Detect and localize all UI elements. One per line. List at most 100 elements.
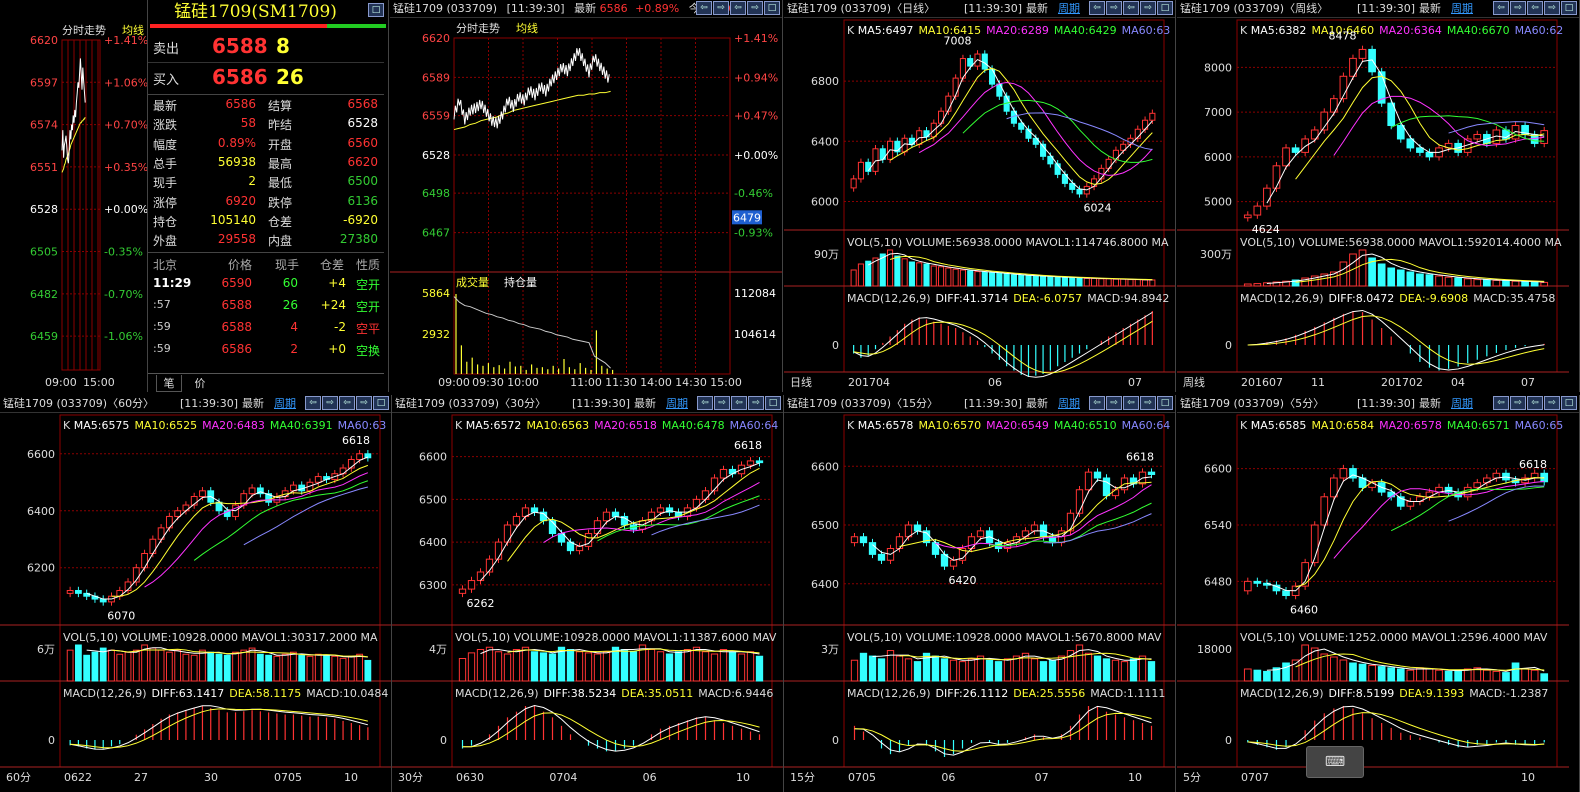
restore-icon[interactable]: □ xyxy=(1157,396,1173,410)
volume-bar xyxy=(692,646,701,682)
vol-y-label: 300万 xyxy=(1200,248,1232,261)
candle-body xyxy=(248,487,256,495)
candle-body xyxy=(719,468,728,479)
volume-bar xyxy=(298,654,306,682)
vol-legend: VOL(5,10) VOLUME:10928.0000 MAVOL1:30317… xyxy=(63,631,378,644)
kline-x-label: 0707 xyxy=(1241,771,1269,784)
period-link[interactable]: 周期 xyxy=(1451,2,1473,15)
volume-bar xyxy=(174,649,182,682)
prev-page-icon[interactable]: ⇦ xyxy=(1123,396,1139,410)
volume-bar xyxy=(683,649,692,682)
kline-title: 锰硅1709 (033709)〈日线〉 xyxy=(787,2,936,15)
candle-body xyxy=(1147,471,1156,475)
prev-icon[interactable]: ⇦ xyxy=(1089,396,1105,410)
volume-bar xyxy=(232,651,239,682)
tab-ticks[interactable]: 笔 xyxy=(156,375,182,392)
keyboard-icon[interactable]: ⌨ xyxy=(1306,746,1364,778)
candle-body xyxy=(976,530,985,538)
stat-value: 6568 xyxy=(347,97,378,111)
mini-pct-label: -1.06% xyxy=(104,330,143,343)
ma-line xyxy=(1390,115,1545,142)
prev-icon[interactable]: ⇦ xyxy=(696,1,712,15)
stat-label: 现手 xyxy=(153,176,178,191)
restore-icon[interactable]: □ xyxy=(368,3,384,17)
volume-bar xyxy=(1012,655,1021,682)
candle-body xyxy=(1473,133,1482,140)
prev-page-icon[interactable]: ⇦ xyxy=(1527,1,1543,15)
volume-bar xyxy=(1040,275,1047,287)
next-icon[interactable]: ⇨ xyxy=(1510,1,1526,15)
next-page-icon[interactable]: ⇨ xyxy=(748,396,764,410)
period-link[interactable]: 周期 xyxy=(1058,397,1080,410)
next-page-icon[interactable]: ⇨ xyxy=(356,396,372,410)
prev-icon[interactable]: ⇦ xyxy=(1493,1,1509,15)
restore-icon[interactable]: □ xyxy=(1157,1,1173,15)
intraday-x-label: 11:00 xyxy=(570,376,602,389)
stat-value: 2 xyxy=(248,174,256,189)
prev-icon[interactable]: ⇦ xyxy=(1089,1,1105,15)
next-icon[interactable]: ⇨ xyxy=(1106,1,1122,15)
kline-chart: K MA5:6572 MA10:6563 MA20:6518 MA40:6478 MA6… xyxy=(392,414,783,784)
prev-icon[interactable]: ⇦ xyxy=(1493,396,1509,410)
restore-icon[interactable]: □ xyxy=(765,396,781,410)
prev-page-icon[interactable]: ⇦ xyxy=(339,396,355,410)
open-interest-label: 持仓量 xyxy=(504,275,537,289)
restore-icon[interactable]: □ xyxy=(1561,396,1577,410)
period-link[interactable]: 周期 xyxy=(1451,397,1473,410)
ma-label: MA20:6549 xyxy=(986,419,1049,432)
period-link[interactable]: 周期 xyxy=(666,397,688,410)
volume-bar xyxy=(314,653,322,682)
next-page-icon[interactable]: ⇨ xyxy=(1140,396,1156,410)
ma-line xyxy=(597,495,760,542)
prev-page-icon[interactable]: ⇦ xyxy=(731,396,747,410)
kline-x-label: 201607 xyxy=(1241,376,1283,389)
next-icon[interactable]: ⇨ xyxy=(714,396,730,410)
next-icon[interactable]: ⇨ xyxy=(322,396,338,410)
volume-bar xyxy=(923,263,930,287)
kline-x-label: 10 xyxy=(1128,771,1142,784)
intraday-time: [11:39:30] xyxy=(506,2,565,15)
candle-body xyxy=(1387,102,1396,127)
prev-page-icon[interactable]: ⇦ xyxy=(730,1,746,15)
vol-y-label: 5864 xyxy=(422,287,450,300)
candle-body xyxy=(865,161,872,172)
volume-bar xyxy=(916,262,923,287)
tick-oi-change: -2 xyxy=(334,320,346,334)
candle-body xyxy=(656,507,665,513)
restore-icon[interactable]: □ xyxy=(373,396,389,410)
period-link[interactable]: 周期 xyxy=(1058,2,1080,15)
candle-body xyxy=(467,580,476,590)
kline-window-buttons: ⇦ ⇨ ⇦ ⇨ □ xyxy=(1089,396,1173,410)
restore-icon[interactable]: □ xyxy=(1561,1,1577,15)
k-label: K xyxy=(455,419,466,432)
next-icon[interactable]: ⇨ xyxy=(713,1,729,15)
intraday-latest-label: 最新 xyxy=(574,2,597,15)
candle-body xyxy=(1301,138,1310,153)
next-icon[interactable]: ⇨ xyxy=(1106,396,1122,410)
stats-row: 持仓 105140 仓差 -6920 xyxy=(148,211,384,229)
volume-bar xyxy=(190,654,198,682)
prev-page-icon[interactable]: ⇦ xyxy=(1123,1,1139,15)
kline-panel: 锰硅1709 (033709)〈15分〉 [11:39:30] 最新 周期 ⇦ ⇨ ⇦ ⇨ □ K… xyxy=(784,395,1176,792)
prev-page-icon[interactable]: ⇦ xyxy=(1527,396,1543,410)
period-label: 5分 xyxy=(1183,771,1201,784)
restore-icon[interactable]: □ xyxy=(764,1,780,15)
next-page-icon[interactable]: ⇨ xyxy=(1544,396,1560,410)
tick-volume: 4 xyxy=(290,320,298,334)
prev-icon[interactable]: ⇦ xyxy=(697,396,713,410)
tab-prices[interactable]: 价 xyxy=(194,377,206,390)
kline-latest-label: 最新 xyxy=(1419,397,1441,410)
stat-label: 最新 xyxy=(153,99,178,113)
next-icon[interactable]: ⇨ xyxy=(1510,396,1526,410)
last-high-mark: 6618 xyxy=(734,439,762,452)
prev-icon[interactable]: ⇦ xyxy=(305,396,321,410)
ma-line xyxy=(1266,474,1545,592)
next-page-icon[interactable]: ⇨ xyxy=(1544,1,1560,15)
tick-header: 北京 价格 现手 仓差 性质 xyxy=(148,252,384,273)
next-page-icon[interactable]: ⇨ xyxy=(1140,1,1156,15)
macd-label: DEA:35.0511 xyxy=(621,687,693,700)
period-link[interactable]: 周期 xyxy=(274,397,296,410)
next-page-icon[interactable]: ⇨ xyxy=(747,1,763,15)
macd-legend: MACD(12,26,9) DIFF:38.5234 DEA:35.0511 MACD… xyxy=(455,687,773,700)
candle-body xyxy=(256,487,264,495)
